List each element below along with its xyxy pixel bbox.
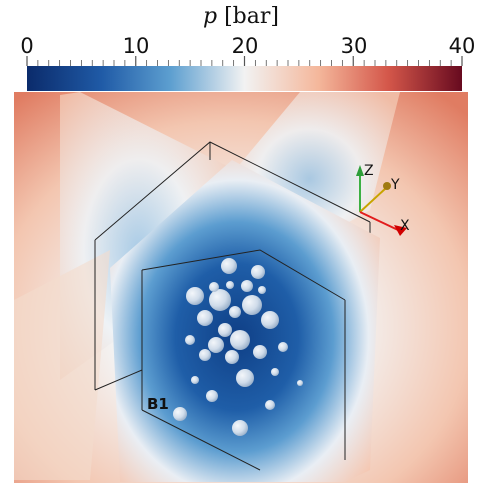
bubble (206, 390, 218, 402)
z-axis-arrow-icon (356, 165, 364, 176)
bubble (230, 330, 250, 350)
bubble (199, 349, 211, 361)
bubble (197, 310, 213, 326)
colorbar-gradient (27, 66, 462, 91)
bubble (297, 380, 303, 386)
bubble (221, 258, 237, 274)
bubble (251, 265, 265, 279)
back-slice-lower-left (14, 250, 110, 480)
bubble (258, 286, 266, 294)
bubble (186, 287, 204, 305)
colorbar-title: p [bar] (0, 4, 482, 29)
bubble (265, 400, 275, 410)
bubble (218, 323, 232, 337)
x-axis-label: X (400, 218, 410, 234)
x-axis-line (359, 211, 399, 231)
bubble (185, 335, 195, 345)
colorbar-ticks (26, 56, 463, 66)
y-axis-arrow-icon (383, 182, 391, 190)
colorbar-unit: [bar] (224, 4, 279, 29)
bubble (208, 337, 224, 353)
bubble (173, 407, 187, 421)
bubble (236, 369, 254, 387)
colorbar-tick-20: 20 (231, 34, 259, 58)
colorbar (26, 56, 463, 91)
back-box-edges (94, 141, 371, 390)
bubble (226, 281, 234, 289)
y-axis-label: Y (390, 177, 400, 193)
bubble (241, 280, 253, 292)
bubble (253, 345, 267, 359)
bubble (209, 282, 219, 292)
bubble (225, 350, 239, 364)
bubble (261, 311, 279, 329)
bubble (271, 368, 279, 376)
colorbar-tick-10: 10 (122, 34, 150, 58)
z-axis-label: Z (364, 163, 374, 179)
bubble (232, 420, 248, 436)
front-box-edges (94, 249, 346, 471)
x-axis-arrow-icon (394, 225, 407, 236)
bubble (229, 306, 241, 318)
bubble-cluster (173, 258, 303, 436)
orientation-axes: Z Y X (356, 163, 410, 236)
y-axis-line (359, 187, 387, 213)
colorbar-tick-0: 0 (20, 34, 34, 58)
bubble (278, 342, 288, 352)
colorbar-tick-30: 30 (340, 34, 368, 58)
block-label: B1 (147, 395, 169, 413)
bubble (191, 376, 199, 384)
bubble (242, 295, 262, 315)
colorbar-variable: p (203, 4, 218, 29)
front-slice (110, 160, 380, 482)
bubble (209, 289, 231, 311)
colorbar-tick-40: 40 (448, 34, 476, 58)
